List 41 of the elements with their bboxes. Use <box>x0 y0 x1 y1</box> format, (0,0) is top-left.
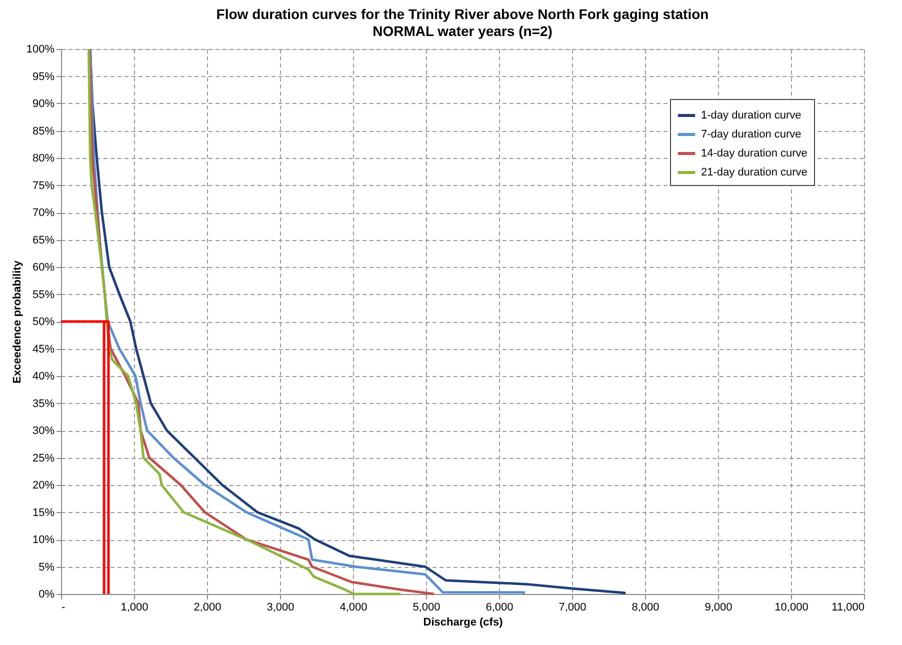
x-tick-label: 1,000 <box>120 602 148 614</box>
y-tick-label: 55% <box>32 288 55 301</box>
x-tick-label: 8,000 <box>632 602 660 614</box>
x-tick-label: 11,000 <box>832 602 864 614</box>
x-tick-label: 4,000 <box>340 602 368 614</box>
y-tick-label: 65% <box>32 234 55 246</box>
y-tick-label: 75% <box>32 180 55 192</box>
y-tick-label: 10% <box>32 534 55 546</box>
x-tick-label: 3,000 <box>266 602 294 614</box>
y-tick-label: 45% <box>32 343 55 356</box>
legend-label: 7-day duration curve <box>701 128 802 140</box>
y-tick-label: 85% <box>32 125 55 138</box>
y-tick-label: 40% <box>32 370 55 382</box>
y-tick-label: 20% <box>32 480 55 492</box>
legend-label: 21-day duration curve <box>701 166 808 178</box>
legend-label: 1-day duration curve <box>701 110 802 122</box>
x-tick-label: 5,000 <box>412 602 440 614</box>
y-tick-label: 70% <box>32 207 55 219</box>
y-tick-label: 5% <box>38 561 55 574</box>
y-tick-label: 25% <box>32 452 55 464</box>
y-tick-label: 50% <box>32 316 55 328</box>
y-tick-label: 80% <box>32 152 55 164</box>
x-tick-label: 6,000 <box>486 602 514 614</box>
x-tick-label: 2,000 <box>194 602 222 614</box>
chart-title: Flow duration curves for the Trinity River above North Fork gaging station <box>216 6 709 22</box>
y-tick-label: 100% <box>26 44 55 56</box>
x-axis-title: Discharge (cfs) <box>423 616 504 628</box>
x-tick-label: 7,000 <box>558 602 586 614</box>
y-tick-label: 0% <box>38 588 55 600</box>
y-tick-label: 15% <box>32 506 55 519</box>
y-tick-label: 90% <box>32 98 55 110</box>
legend-label: 14-day duration curve <box>701 148 808 160</box>
y-tick-label: 30% <box>32 425 55 437</box>
chart-subtitle: NORMAL water years (n=2) <box>372 23 552 39</box>
x-tick-label: - <box>62 602 66 614</box>
y-tick-label: 95% <box>32 70 55 83</box>
y-tick-label: 60% <box>32 262 55 274</box>
x-tick-label: 9,000 <box>704 602 732 614</box>
y-tick-label: 35% <box>32 398 55 410</box>
x-tick-label: 10,000 <box>774 602 808 614</box>
y-axis-title: Exceedence probability <box>11 260 24 384</box>
